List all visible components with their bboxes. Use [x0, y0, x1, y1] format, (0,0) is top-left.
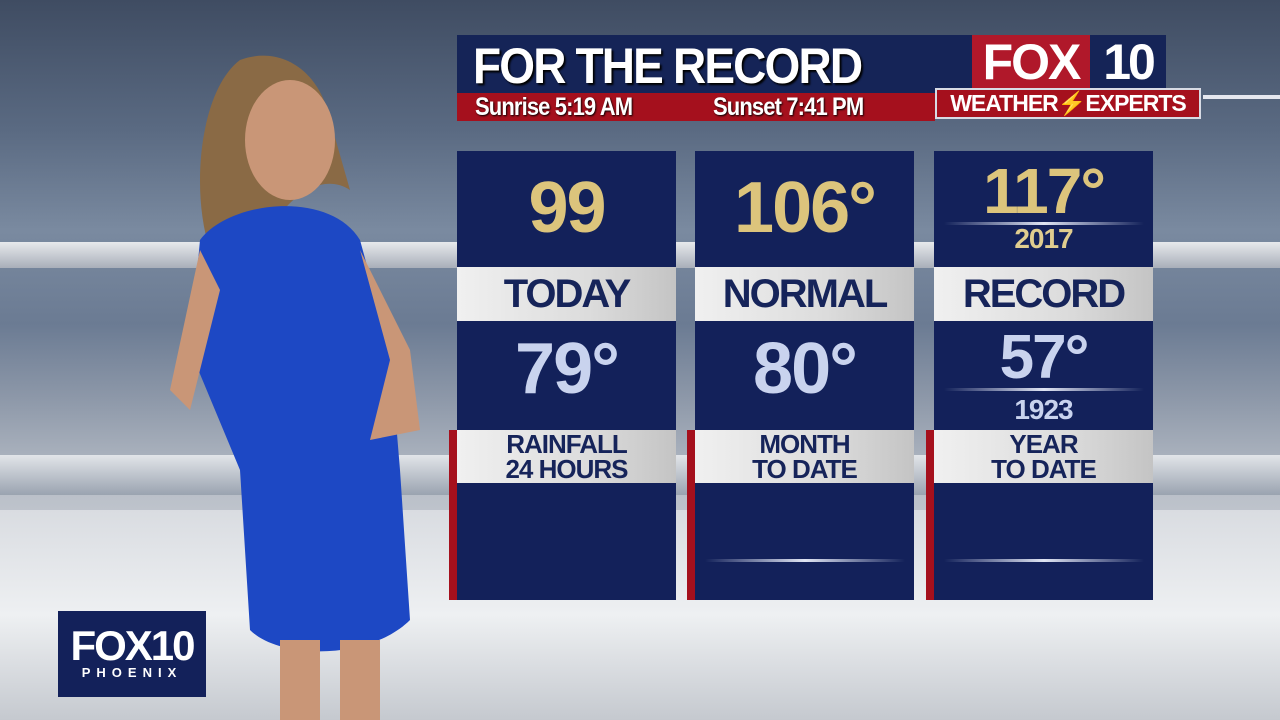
rain-label: MONTH TO DATE: [695, 430, 914, 483]
column-normal: 106° NORMAL 80° MONTH TO DATE: [687, 151, 914, 600]
low-value: 57°: [999, 323, 1090, 392]
rain-label-line1: RAINFALL: [506, 429, 628, 459]
column-label: NORMAL: [695, 267, 914, 321]
rain-label-line1: YEAR: [1009, 429, 1078, 459]
high-value: 106°: [734, 168, 877, 248]
divider-glow: [944, 388, 1144, 391]
fox-10-logo: 10: [1090, 35, 1166, 90]
sunset-text: Sunset 7:41 PM: [713, 93, 864, 121]
divider-line: [1203, 95, 1280, 99]
low-value: 79°: [515, 329, 620, 409]
column-today: 99 TODAY 79° RAINFALL 24 HOURS: [449, 151, 676, 600]
rain-label-line2: TO DATE: [991, 454, 1097, 484]
presenter-figure: [170, 55, 420, 720]
fox-logo: FOX: [972, 35, 1090, 90]
high-year: 2017: [1014, 223, 1073, 254]
red-accent: [687, 430, 695, 600]
station-logo: FOX10 PHOENIX: [58, 611, 206, 697]
red-accent: [449, 430, 457, 600]
column-label: TODAY: [457, 267, 676, 321]
rain-label: YEAR TO DATE: [934, 430, 1153, 483]
low-value: 80°: [753, 329, 858, 409]
low-year: 1923: [1014, 394, 1073, 425]
divider-glow: [944, 559, 1144, 562]
high-value: 117°: [983, 155, 1106, 227]
sun-times-bar: Sunrise 5:19 AM Sunset 7:41 PM: [457, 93, 935, 121]
divider-glow: [944, 222, 1144, 225]
weather-experts-badge: WEATHER⚡EXPERTS: [935, 88, 1201, 119]
rain-label: RAINFALL 24 HOURS: [457, 430, 676, 483]
rain-label-line2: TO DATE: [752, 454, 858, 484]
red-accent: [926, 430, 934, 600]
divider-glow: [705, 559, 905, 562]
title-bar: FOR THE RECORD: [457, 35, 972, 94]
experts-text: EXPERTS: [1085, 90, 1186, 116]
lightning-icon: ⚡: [1057, 90, 1087, 116]
rain-label-line1: MONTH: [759, 429, 850, 459]
high-value: 99: [528, 168, 606, 248]
weather-text: WEATHER: [950, 90, 1059, 116]
column-record: 117° 2017 RECORD 57° 1923 YEAR TO DATE: [926, 151, 1153, 600]
sunrise-text: Sunrise 5:19 AM: [475, 93, 633, 121]
page-title: FOR THE RECORD: [473, 38, 863, 94]
column-label: RECORD: [934, 267, 1153, 321]
station-city: PHOENIX: [81, 665, 183, 680]
station-logo-text: FOX10: [70, 622, 195, 669]
rain-label-line2: 24 HOURS: [505, 454, 628, 484]
